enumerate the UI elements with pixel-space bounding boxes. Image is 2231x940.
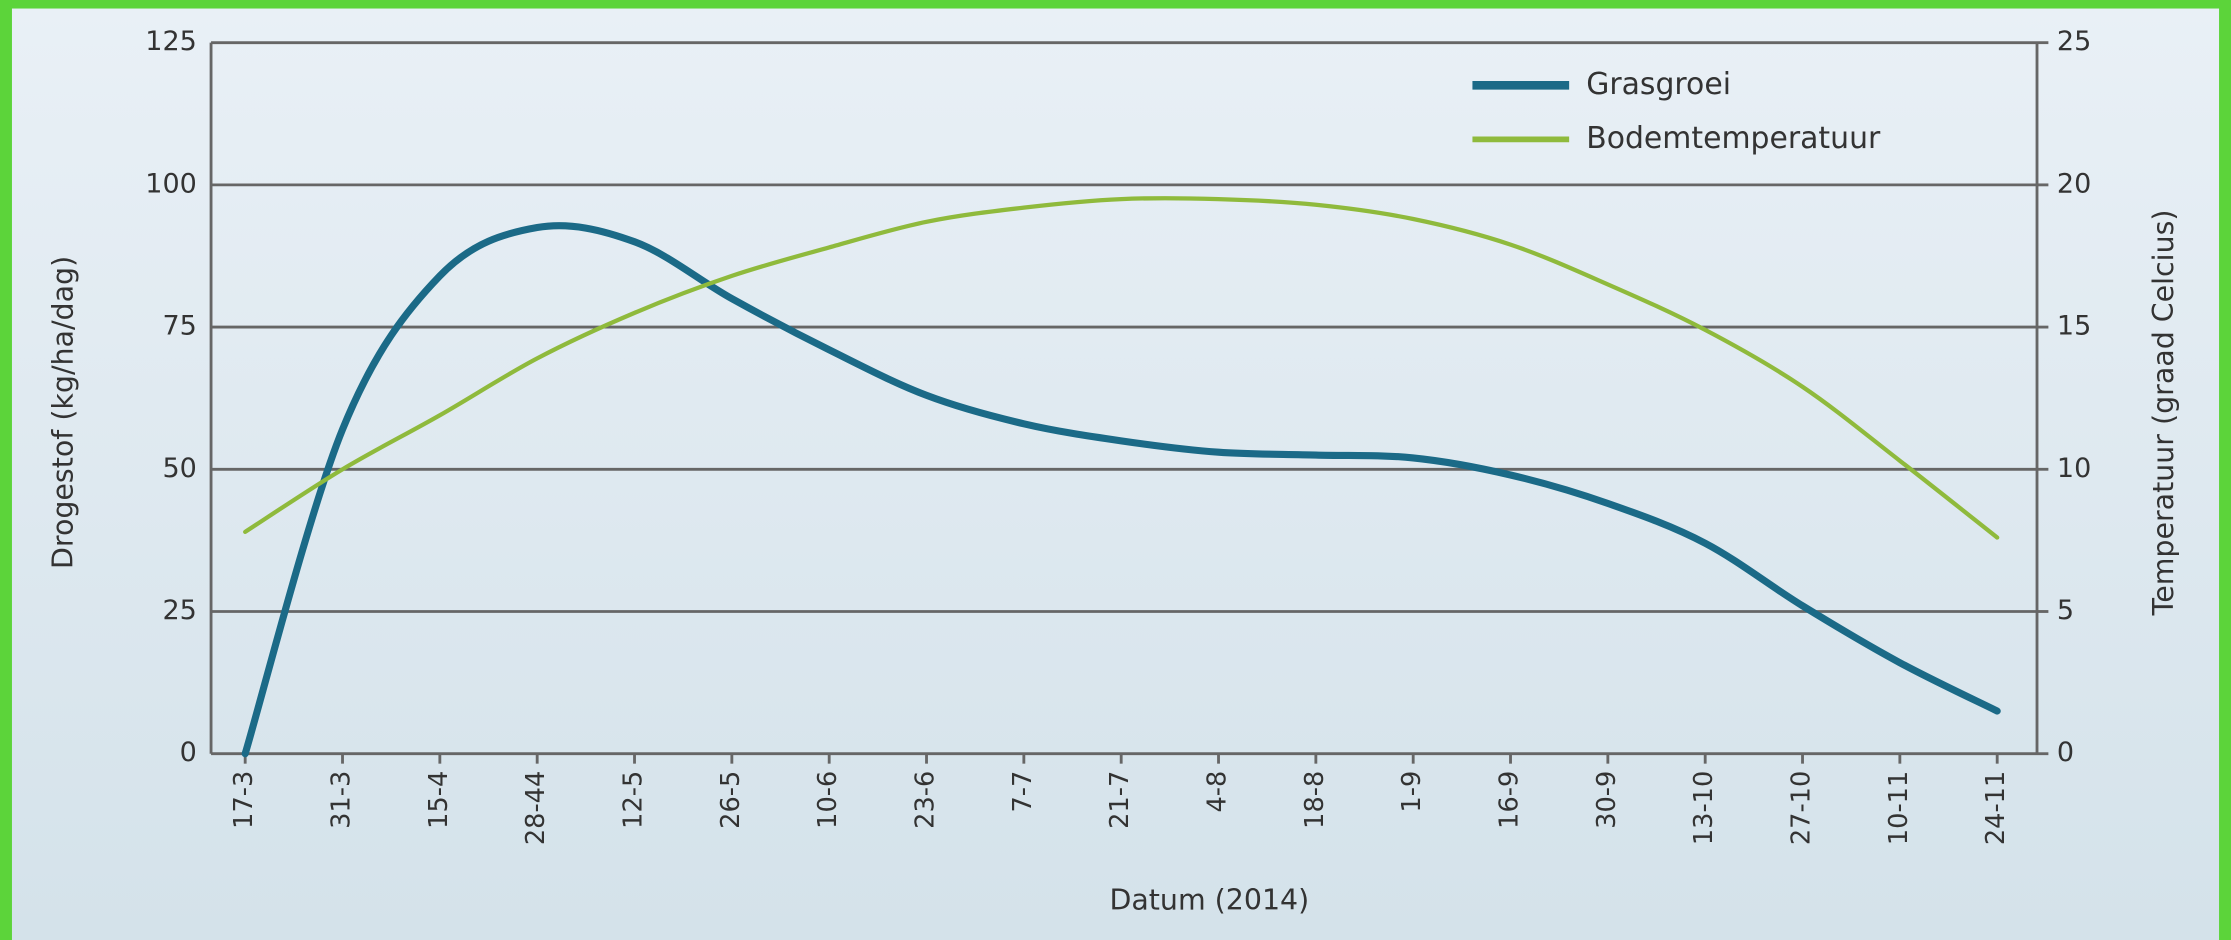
- legend-label: Bodemtemperatuur: [1586, 121, 1881, 156]
- y-tick-label: 125: [145, 26, 197, 57]
- y2-tick-label: 0: [2057, 737, 2074, 768]
- x-tick-label: 1-9: [1397, 771, 1427, 813]
- line: [241, 222, 2001, 758]
- y2-axis-title: Temperatuur (graad Celcius): [2147, 209, 2180, 616]
- x-tick-label: 31-3: [327, 771, 357, 829]
- x-tick-label: 23-6: [911, 771, 941, 829]
- legend-label: Grasgroei: [1586, 67, 1731, 102]
- x-tick-label: 7-7: [1008, 771, 1038, 813]
- x-tick-label: 17-3: [229, 771, 259, 829]
- x-tick-label: 27-10: [1787, 771, 1817, 845]
- x-tick-label: 15-4: [424, 771, 454, 829]
- background: [11, 8, 2220, 940]
- x-axis-title: Datum (2014): [1109, 884, 1309, 917]
- y-tick-label: 50: [162, 453, 196, 484]
- x-tick-label: 28-44: [521, 771, 551, 845]
- line: [243, 196, 2000, 540]
- y-tick-label: 0: [180, 737, 197, 768]
- x-tick-label: 16-9: [1495, 771, 1525, 829]
- y-tick-label: 25: [162, 595, 196, 626]
- x-tick-label: 4-8: [1203, 771, 1233, 813]
- y2-tick-label: 20: [2057, 168, 2091, 199]
- x-tick-label: 30-9: [1592, 771, 1622, 829]
- y2-tick-label: 25: [2057, 26, 2091, 57]
- x-tick-label: 12-5: [619, 771, 649, 829]
- x-tick-label: 18-8: [1300, 771, 1330, 829]
- x-tick-label: 26-5: [716, 771, 746, 829]
- x-tick-label: 10-6: [813, 771, 843, 829]
- x-tick-label: 10-11: [1884, 771, 1914, 845]
- y2-tick-label: 5: [2057, 595, 2074, 626]
- y2-tick-label: 10: [2057, 453, 2091, 484]
- y-tick-label: 75: [162, 311, 196, 342]
- x-tick-label: 21-7: [1105, 771, 1135, 829]
- y-tick-label: 100: [145, 168, 197, 199]
- x-tick-label: 13-10: [1689, 771, 1719, 845]
- y-axis-title: Drogestof (kg/ha/dag): [47, 256, 80, 569]
- y2-tick-label: 15: [2057, 311, 2091, 342]
- x-tick-label: 24-11: [1981, 771, 2011, 845]
